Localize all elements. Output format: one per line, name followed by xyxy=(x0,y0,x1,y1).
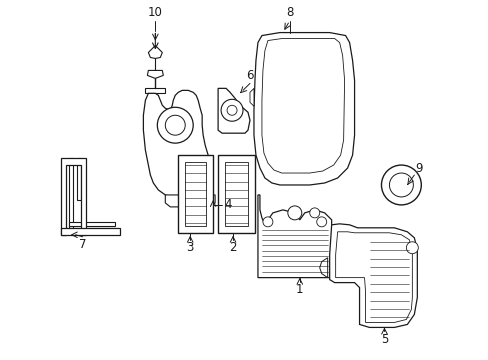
Circle shape xyxy=(221,99,243,121)
Text: 6: 6 xyxy=(246,69,253,82)
Text: 8: 8 xyxy=(285,6,293,19)
Polygon shape xyxy=(178,155,213,233)
Polygon shape xyxy=(329,224,416,328)
Circle shape xyxy=(309,208,319,218)
Polygon shape xyxy=(68,222,115,226)
Circle shape xyxy=(263,217,272,227)
Polygon shape xyxy=(218,88,249,133)
Text: 4: 4 xyxy=(224,198,231,211)
Polygon shape xyxy=(224,162,247,226)
Polygon shape xyxy=(185,162,206,226)
Circle shape xyxy=(165,115,185,135)
Polygon shape xyxy=(68,158,73,232)
Circle shape xyxy=(157,107,193,143)
Text: 1: 1 xyxy=(295,283,303,296)
Polygon shape xyxy=(249,88,253,106)
Polygon shape xyxy=(77,158,81,200)
Circle shape xyxy=(406,242,417,254)
Polygon shape xyxy=(143,90,213,197)
Polygon shape xyxy=(68,228,115,232)
Polygon shape xyxy=(148,45,162,58)
Circle shape xyxy=(226,105,237,115)
Text: 5: 5 xyxy=(380,333,387,346)
Circle shape xyxy=(287,206,301,220)
Polygon shape xyxy=(319,258,327,278)
Polygon shape xyxy=(61,228,120,235)
Circle shape xyxy=(381,165,421,205)
Polygon shape xyxy=(258,195,331,278)
Polygon shape xyxy=(147,71,163,78)
Polygon shape xyxy=(335,232,411,323)
Circle shape xyxy=(316,217,326,227)
Polygon shape xyxy=(253,32,354,185)
Circle shape xyxy=(388,173,412,197)
Text: 9: 9 xyxy=(415,162,422,175)
Polygon shape xyxy=(165,195,215,207)
Polygon shape xyxy=(145,88,165,93)
Text: 7: 7 xyxy=(79,238,86,251)
Text: 3: 3 xyxy=(186,241,194,254)
Polygon shape xyxy=(262,39,344,173)
Text: 2: 2 xyxy=(229,241,236,254)
Polygon shape xyxy=(218,155,254,233)
Polygon shape xyxy=(61,158,85,235)
Text: 10: 10 xyxy=(147,6,163,19)
